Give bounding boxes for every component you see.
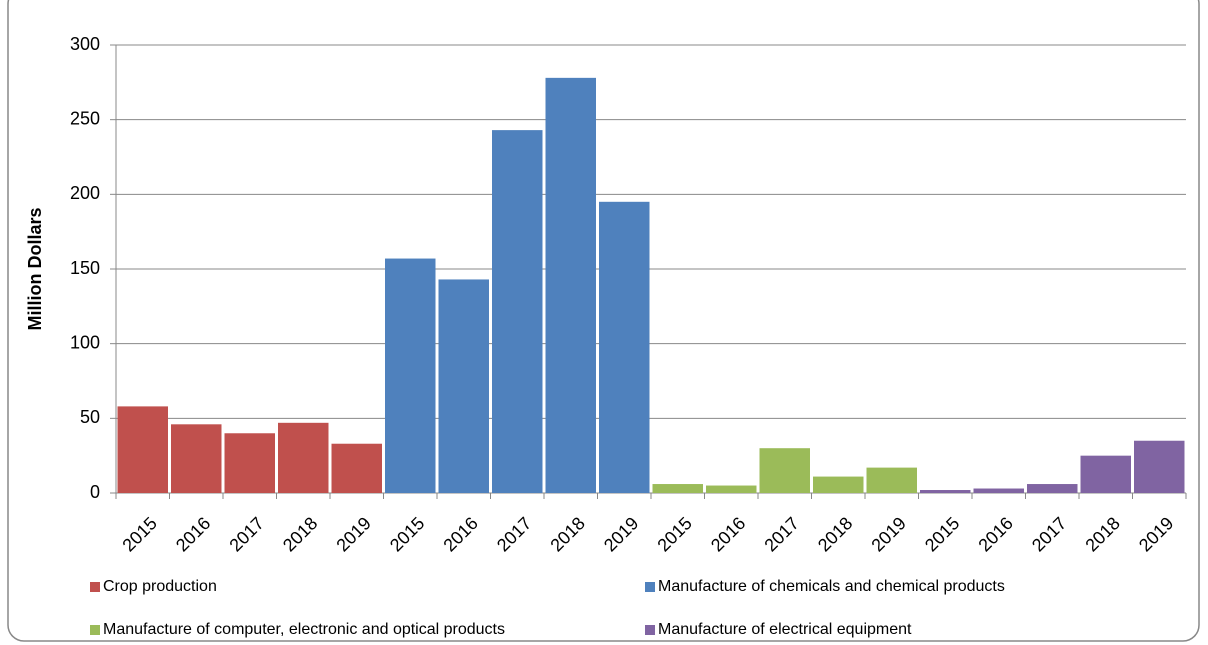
- bar: [438, 279, 489, 493]
- y-tick-label: 200: [70, 183, 100, 203]
- bar: [1080, 455, 1131, 493]
- bar: [224, 433, 275, 493]
- bar: [1134, 440, 1185, 493]
- y-tick-label: 150: [70, 258, 100, 278]
- y-tick-label: 0: [90, 482, 100, 502]
- bar: [973, 488, 1024, 493]
- bar: [706, 485, 757, 493]
- bar: [385, 258, 436, 493]
- legend-swatch: [90, 582, 100, 592]
- y-tick-label: 50: [80, 407, 100, 427]
- y-axis-label: Million Dollars: [25, 207, 45, 330]
- y-tick-label: 300: [70, 34, 100, 54]
- bar: [652, 484, 703, 493]
- bar: [171, 424, 222, 493]
- bar: [331, 443, 382, 493]
- legend-label: Crop production: [103, 578, 217, 595]
- y-tick-label: 250: [70, 108, 100, 128]
- bar: [920, 490, 971, 493]
- bar: [759, 448, 810, 493]
- legend-swatch: [645, 582, 655, 592]
- bar: [545, 77, 596, 493]
- legend-label: Manufacture of chemicals and chemical pr…: [658, 578, 1005, 595]
- legend-swatch: [645, 625, 655, 635]
- bar: [599, 201, 650, 494]
- legend-swatch: [90, 625, 100, 635]
- bar: [1027, 484, 1078, 493]
- legend-label: Manufacture of computer, electronic and …: [103, 621, 505, 638]
- y-tick-label: 100: [70, 332, 100, 352]
- bar: [117, 406, 168, 493]
- bar: [278, 422, 329, 493]
- legend-label: Manufacture of electrical equipment: [658, 621, 912, 638]
- bar: [866, 467, 917, 493]
- bar: [492, 130, 543, 493]
- bar: [813, 476, 864, 493]
